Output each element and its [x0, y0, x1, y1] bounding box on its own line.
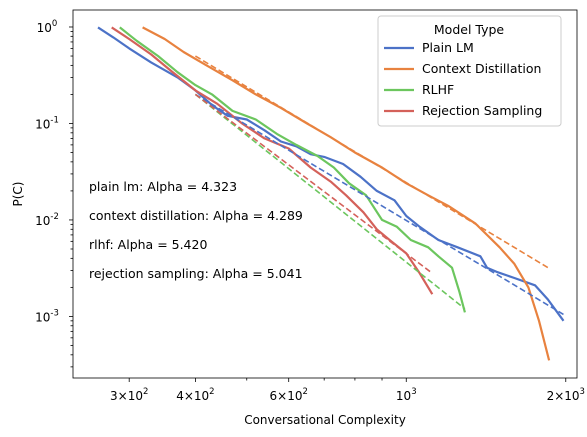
y-axis-ticks: 100 10-1 10-2 10-3 — [35, 19, 73, 368]
legend: Model Type Plain LM Context Distillation R… — [377, 15, 562, 127]
y-tick-label: 10-1 — [35, 115, 59, 131]
y-axis-label: P(C) — [11, 182, 25, 207]
x-axis-label: Conversational Complexity — [244, 413, 406, 427]
legend-items: Plain LM Context Distillation RLHF Rejectio… — [384, 40, 542, 118]
y-tick-label: 100 — [37, 19, 58, 35]
y-tick-label: 10-2 — [35, 212, 59, 228]
annotation-plain-lm: plain lm: Alpha = 4.323 — [89, 179, 237, 194]
plot-frame — [72, 9, 578, 379]
alpha-annotations: plain lm: Alpha = 4.323 context distilla… — [89, 179, 303, 281]
fit-line-context-distillation — [194, 55, 551, 270]
annotation-context-distillation: context distillation: Alpha = 4.289 — [89, 208, 303, 223]
series-line-rlhf — [119, 26, 466, 313]
legend-label-plain-lm: Plain LM — [422, 40, 474, 55]
x-tick-label: 2×103 — [547, 387, 585, 403]
y-tick-label: 10-3 — [35, 308, 59, 324]
fit-line-rejection-sampling — [194, 93, 433, 274]
legend-box — [377, 15, 562, 127]
annotation-rejection-sampling: rejection sampling: Alpha = 5.041 — [89, 266, 303, 281]
legend-label-rlhf: RLHF — [422, 82, 454, 97]
legend-title: Model Type — [434, 22, 505, 37]
legend-label-context-distillation: Context Distillation — [422, 61, 541, 76]
x-tick-label: 6×102 — [270, 387, 308, 403]
x-axis-ticks: 3×102 4×102 6×102 103 2×103 — [110, 378, 585, 403]
x-tick-label: 103 — [396, 387, 417, 403]
fit-lines — [194, 55, 564, 316]
x-tick-label: 4×102 — [176, 387, 214, 403]
legend-label-rejection-sampling: Rejection Sampling — [422, 103, 542, 118]
annotation-rlhf: rlhf: Alpha = 5.420 — [89, 237, 207, 252]
x-tick-label: 3×102 — [110, 387, 148, 403]
fit-line-plain-lm — [194, 93, 564, 316]
fit-line-rlhf — [194, 93, 466, 310]
